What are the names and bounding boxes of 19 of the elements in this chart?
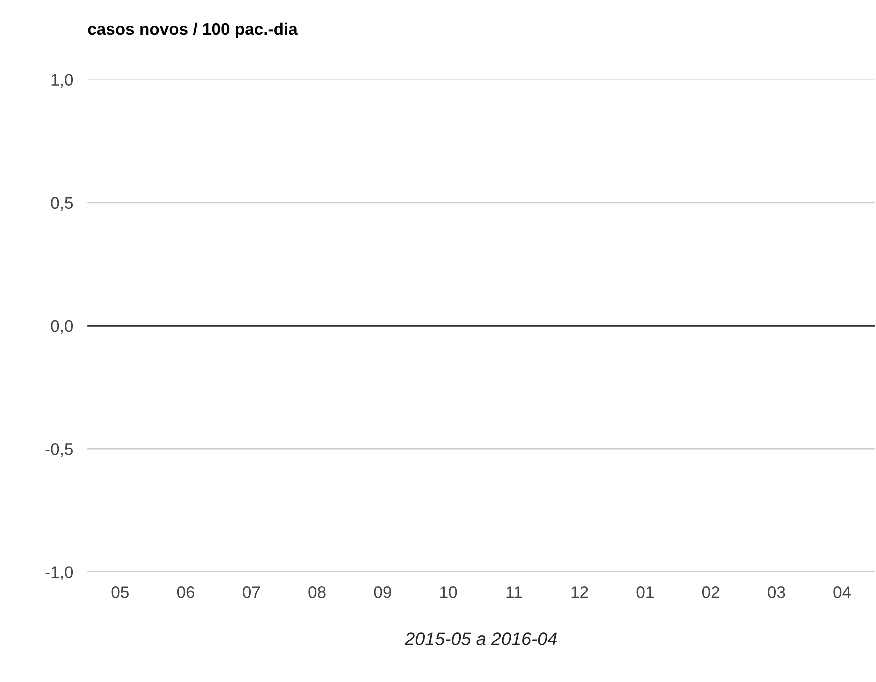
y-tick-label: 1,0 <box>52 74 74 88</box>
y-tick-label: -0,5 <box>46 444 74 458</box>
x-tick-label: 07 <box>243 586 260 598</box>
x-tick-label: 04 <box>834 586 852 598</box>
x-tick-label: 10 <box>440 586 458 598</box>
x-tick-label: 12 <box>572 586 588 598</box>
chart-title: casos novos / 100 pac.-dia <box>88 22 298 38</box>
x-axis-title: 2015-05 a 2016-04 <box>404 632 557 646</box>
x-tick-label: 08 <box>308 586 326 598</box>
y-tick-label: 0,0 <box>51 320 74 334</box>
y-tick-label: 0,5 <box>51 197 74 212</box>
x-tick-label: 01 <box>636 586 654 598</box>
x-tick-label: 05 <box>112 586 129 598</box>
x-tick-label: 11 <box>506 586 522 598</box>
x-tick-label: 02 <box>702 586 720 598</box>
x-tick-label: 06 <box>177 586 195 598</box>
x-tick-label: 09 <box>374 586 392 598</box>
x-tick-label: 03 <box>768 586 786 598</box>
y-tick-label: -1,0 <box>46 566 74 580</box>
